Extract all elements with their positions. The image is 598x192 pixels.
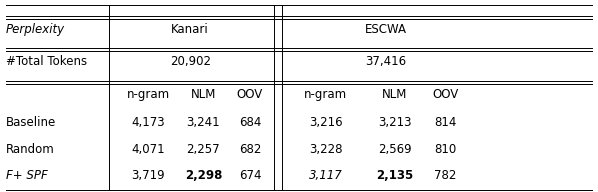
Text: 20,902: 20,902 bbox=[170, 55, 210, 68]
Text: 810: 810 bbox=[434, 143, 457, 156]
Text: n-gram: n-gram bbox=[127, 88, 170, 101]
Text: 2,569: 2,569 bbox=[378, 143, 411, 156]
Text: 3,117: 3,117 bbox=[309, 169, 343, 182]
Text: NLM: NLM bbox=[382, 88, 407, 101]
Text: Kanari: Kanari bbox=[171, 23, 209, 36]
Text: 3,216: 3,216 bbox=[309, 116, 343, 129]
Text: 4,173: 4,173 bbox=[132, 116, 165, 129]
Text: 684: 684 bbox=[239, 116, 261, 129]
Text: 782: 782 bbox=[434, 169, 457, 182]
Text: 2,257: 2,257 bbox=[187, 143, 220, 156]
Text: 682: 682 bbox=[239, 143, 261, 156]
Text: 3,719: 3,719 bbox=[132, 169, 165, 182]
Text: Random: Random bbox=[6, 143, 55, 156]
Text: Baseline: Baseline bbox=[6, 116, 56, 129]
Text: Perplexity: Perplexity bbox=[6, 23, 65, 36]
Text: 3,241: 3,241 bbox=[187, 116, 220, 129]
Text: 37,416: 37,416 bbox=[365, 55, 406, 68]
Text: #Total Tokens: #Total Tokens bbox=[6, 55, 87, 68]
Text: OOV: OOV bbox=[432, 88, 459, 101]
Text: 3,213: 3,213 bbox=[378, 116, 411, 129]
Text: 2,298: 2,298 bbox=[185, 169, 222, 182]
Text: OOV: OOV bbox=[237, 88, 263, 101]
Text: n-gram: n-gram bbox=[304, 88, 347, 101]
Text: ESCWA: ESCWA bbox=[365, 23, 407, 36]
Text: 674: 674 bbox=[239, 169, 261, 182]
Text: 4,071: 4,071 bbox=[132, 143, 165, 156]
Text: 3,228: 3,228 bbox=[309, 143, 343, 156]
Text: 2,135: 2,135 bbox=[376, 169, 413, 182]
Text: 814: 814 bbox=[434, 116, 457, 129]
Text: NLM: NLM bbox=[191, 88, 216, 101]
Text: F+ SPF: F+ SPF bbox=[6, 169, 48, 182]
